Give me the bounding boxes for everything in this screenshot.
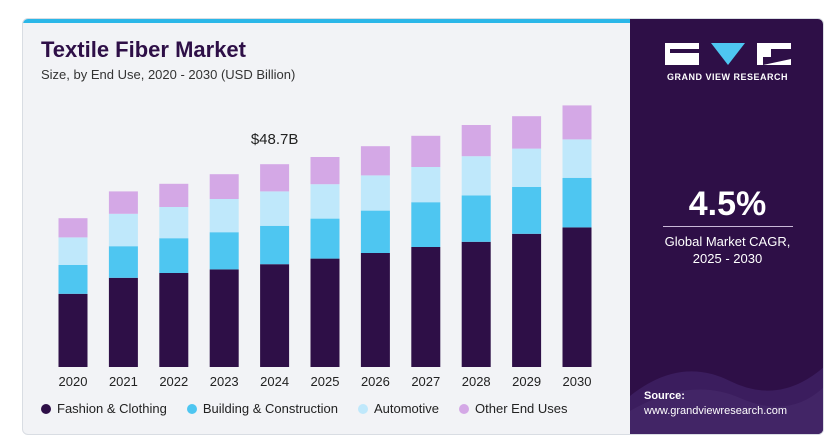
grand-view-research-logo-icon [665,43,791,65]
bar-segment-2030-2 [562,139,592,178]
bar-segment-2023-1 [209,232,239,270]
bar-segment-2020-0 [58,293,88,367]
source-label: Source: [644,390,685,402]
bar-segment-2024-0 [260,264,290,367]
bar-segment-2025-1 [310,218,340,259]
bar-segment-2029-2 [512,148,542,187]
bar-segment-2020-1 [58,265,88,294]
divider [663,226,793,227]
x-tick-label: 2022 [159,374,188,389]
legend-swatch-automotive [357,403,368,414]
bar-segment-2028-3 [461,125,491,157]
wave-pattern [630,367,823,434]
bar-segment-2022-2 [159,207,189,239]
bar-segment-2026-3 [360,146,390,176]
x-tick-label: 2027 [411,374,440,389]
stacked-bar-chart: 2020 2021 2022 2023 2024 $48.7B 2025 2026 2027 20… [58,105,592,389]
bar-segment-2021-1 [108,246,138,278]
x-tick-label: 2021 [109,374,138,389]
legend-item-building: Building & Construction [186,401,338,416]
bar-segment-2027-1 [411,202,441,247]
bar-segment-2021-3 [108,191,138,214]
bar-segment-2021-0 [108,277,138,367]
chart-title: Textile Fiber Market [41,37,246,62]
sidebar-panel: GRAND VIEW RESEARCH 4.5% Global Market C… [630,19,823,434]
x-tick-label: 2023 [210,374,239,389]
legend-swatch-building [186,403,197,414]
bar-segment-2022-1 [159,238,189,273]
x-tick-label: 2030 [563,374,592,389]
legend-item-other: Other End Uses [459,401,568,416]
bar-segment-2022-0 [159,273,189,367]
bar-segment-2024-1 [260,225,290,265]
bar-segment-2027-3 [411,135,441,167]
bar-segment-2027-2 [411,167,441,203]
bar-segment-2028-2 [461,156,491,196]
accent-bar [23,19,630,23]
legend-label: Other End Uses [475,401,568,416]
bar-segment-2022-3 [159,183,189,207]
bar-segment-2029-0 [512,233,542,367]
bar-segment-2025-3 [310,157,340,185]
bar-segment-2023-2 [209,199,239,233]
bar-segment-2028-1 [461,195,491,242]
legend: Fashion & Clothing Building & Constructi… [41,401,568,416]
chart-subtitle: Size, by End Use, 2020 - 2030 (USD Billi… [41,67,296,82]
x-tick-label: 2029 [512,374,541,389]
bar-segment-2030-1 [562,177,592,228]
data-label-annotation: $48.7B [251,131,299,148]
bar-segment-2026-2 [360,175,390,211]
bar-segment-2029-1 [512,187,542,234]
x-tick-label: 2026 [361,374,390,389]
cagr-value: 4.5% [688,185,767,223]
bar-segment-2030-3 [562,105,592,140]
bar-segment-2020-2 [58,237,88,265]
cagr-label-line1: Global Market CAGR, [664,234,791,249]
cagr-label-line2: 2025 - 2030 [692,251,763,266]
source-url[interactable]: www.grandviewresearch.com [644,405,788,417]
legend-swatch-fashion [41,403,51,414]
bar-segment-2024-3 [260,164,290,192]
legend-label: Automotive [373,401,440,416]
bar-segment-2021-2 [108,213,138,247]
x-tick-label: 2024 [260,374,289,389]
bar-segment-2025-2 [310,184,340,219]
legend-item-fashion: Fashion & Clothing [41,401,167,416]
legend-label: Fashion & Clothing [57,401,167,416]
bar-segment-2030-0 [562,227,592,367]
legend-swatch-other [459,403,470,414]
x-tick-label: 2028 [462,374,491,389]
bar-segment-2020-3 [58,218,88,238]
bar-segment-2023-0 [209,269,239,367]
bar-segment-2024-2 [260,191,290,226]
legend-item-automotive: Automotive [357,401,440,416]
legend-label: Building & Construction [202,401,338,416]
bar-segment-2027-0 [411,247,441,367]
chart-card: Textile Fiber Market Size, by End Use, 2… [22,18,824,435]
bar-segment-2026-0 [360,253,390,367]
x-tick-label: 2020 [59,374,88,389]
bar-segment-2023-3 [209,174,239,199]
bar-segment-2028-0 [461,241,491,367]
bar-segment-2025-0 [310,258,340,367]
cagr-label: Global Market CAGR, 2025 - 2030 [630,233,823,267]
brand-name: GRAND VIEW RESEARCH [666,72,788,82]
bar-segment-2026-1 [360,210,390,253]
bar-segment-2029-3 [512,116,542,149]
x-tick-label: 2025 [311,374,340,389]
